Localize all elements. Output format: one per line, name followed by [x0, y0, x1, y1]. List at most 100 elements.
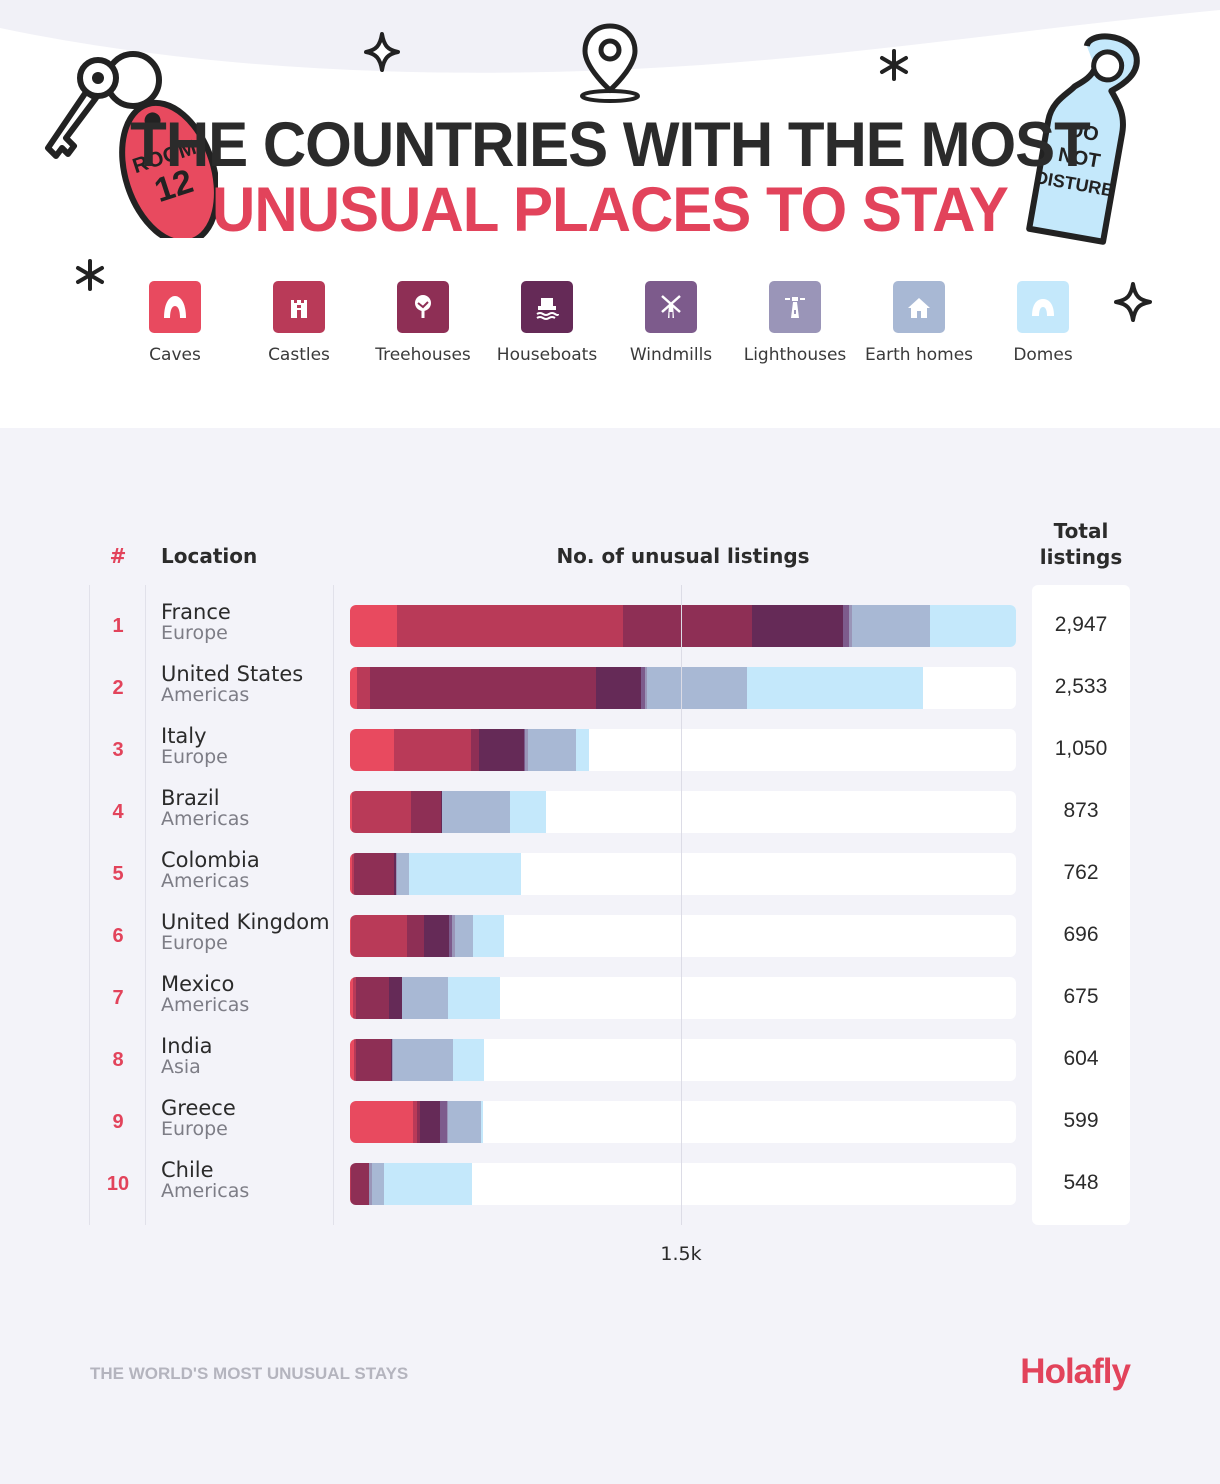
bar-segment-domes [453, 1039, 485, 1081]
total-column-background [1032, 585, 1130, 1225]
table-row: 4 Brazil Americas 873 [0, 786, 1220, 853]
legend-item-lighthouses: Lighthouses [733, 281, 857, 365]
rank-label: 3 [112, 739, 124, 761]
region-name: Americas [161, 684, 250, 706]
gridline-1500 [681, 585, 682, 1225]
region-name: Europe [161, 1118, 228, 1140]
bar-track [350, 1101, 1016, 1143]
bar-segment-domes [447, 977, 500, 1019]
rank-label: 5 [112, 863, 124, 885]
bar-segment-windmills [842, 605, 850, 647]
total-value: 548 [1063, 1171, 1099, 1194]
bar-segment-treehouses [355, 1039, 392, 1081]
bar-segment-caves [350, 915, 352, 957]
bar-segment-earth-homes [455, 915, 474, 957]
page-title-line1: THE COUNTRIES WITH THE MOST [130, 109, 1091, 180]
bar-track [350, 977, 1016, 1019]
bar-segment-lighthouses [645, 667, 648, 709]
bar-segment-castles [351, 915, 407, 957]
total-value: 762 [1063, 861, 1099, 884]
bar-segment-earth-homes [527, 729, 577, 771]
bar-segment-windmills [448, 915, 453, 957]
bar-segment-domes [576, 729, 589, 771]
bar-segment-earth-homes [447, 1101, 481, 1143]
bar-segment-castles [352, 791, 412, 833]
rank-label: 6 [112, 925, 124, 947]
legend-label: Earth homes [864, 345, 974, 365]
bar-segment-castles [353, 977, 356, 1019]
sparkle-icon [1114, 282, 1152, 322]
bar-segment-lighthouses [525, 729, 528, 771]
bar-segment-treehouses [623, 605, 752, 647]
brand-logo[interactable]: Holafly [1020, 1352, 1131, 1391]
country-name: Mexico [161, 972, 235, 996]
table-row: 9 Greece Europe 599 [0, 1096, 1220, 1163]
total-value: 873 [1063, 799, 1099, 822]
legend-label: Caves [149, 345, 201, 365]
door-hanger-illustration: DO NOT DISTURB [1026, 33, 1140, 245]
country-name: Chile [161, 1158, 214, 1182]
legend-label: Domes [1013, 345, 1073, 365]
bar-track [350, 853, 1016, 895]
legend-item-houseboats: Houseboats [485, 281, 609, 365]
bar-segment-earth-homes [442, 791, 510, 833]
column-divider [89, 585, 90, 1225]
region-name: Europe [161, 622, 228, 644]
bar-segment-houseboats [391, 1039, 393, 1081]
bar-segment-earth-homes [851, 605, 931, 647]
legend-label: Treehouses [375, 345, 471, 365]
column-divider [145, 585, 146, 1225]
stacked-bar [350, 915, 505, 957]
x-tick-label: 1.5k [660, 1243, 702, 1265]
bar-track [350, 791, 1016, 833]
bar-segment-houseboats [424, 915, 449, 957]
country-name: United Kingdom [161, 910, 330, 934]
bar-segment-domes [473, 915, 505, 957]
rank-label: 10 [106, 1173, 130, 1195]
windmill-icon [645, 281, 697, 333]
bar-segment-castles [413, 1101, 417, 1143]
stacked-bar [350, 729, 589, 771]
bar-segment-houseboats [751, 605, 843, 647]
legend-item-treehouses: Treehouses [361, 281, 485, 365]
table-row: 8 India Asia 604 [0, 1034, 1220, 1101]
bar-segment-domes [384, 1163, 472, 1205]
region-name: Americas [161, 1180, 250, 1202]
rank-label: 8 [112, 1049, 124, 1071]
total-value: 604 [1063, 1047, 1099, 1070]
total-header-line1: Total [1053, 519, 1109, 543]
rank-label: 1 [112, 615, 124, 637]
bar-segment-caves [350, 667, 357, 709]
total-value: 675 [1063, 985, 1099, 1008]
bar-segment-earth-homes [372, 1163, 385, 1205]
table-row: 5 Colombia Americas 762 [0, 848, 1220, 915]
bar-segment-lighthouses [452, 915, 456, 957]
houseboat-icon [521, 281, 573, 333]
country-name: Greece [161, 1096, 236, 1120]
legend-label: Houseboats [496, 345, 598, 365]
bar-segment-windmills [439, 1101, 447, 1143]
region-name: Americas [161, 808, 250, 830]
total-value: 1,050 [1054, 737, 1108, 760]
total-value: 696 [1063, 923, 1099, 946]
lighthouse-icon [769, 281, 821, 333]
bar-segment-caves [350, 791, 353, 833]
country-name: Brazil [161, 786, 220, 810]
region-name: Europe [161, 932, 228, 954]
table-row: 2 United States Americas 2,533 [0, 662, 1220, 729]
key-tag-illustration: ROOM 12 [45, 51, 218, 238]
bar-segment-caves [350, 853, 353, 895]
total-value: 2,533 [1054, 675, 1108, 698]
bar-segment-treehouses [369, 667, 597, 709]
rank-label: 7 [112, 987, 124, 1009]
bar-segment-earth-homes [402, 977, 448, 1019]
bar-segment-houseboats [478, 729, 525, 771]
bar-segment-earth-homes [647, 667, 748, 709]
legend-label: Lighthouses [743, 345, 847, 365]
bar-track [350, 667, 1016, 709]
bar-segment-caves [350, 605, 397, 647]
bar-segment-earth-homes [396, 853, 409, 895]
stacked-bar [350, 1163, 472, 1205]
stacked-bar [350, 977, 500, 1019]
bar-segment-castles [352, 853, 355, 895]
